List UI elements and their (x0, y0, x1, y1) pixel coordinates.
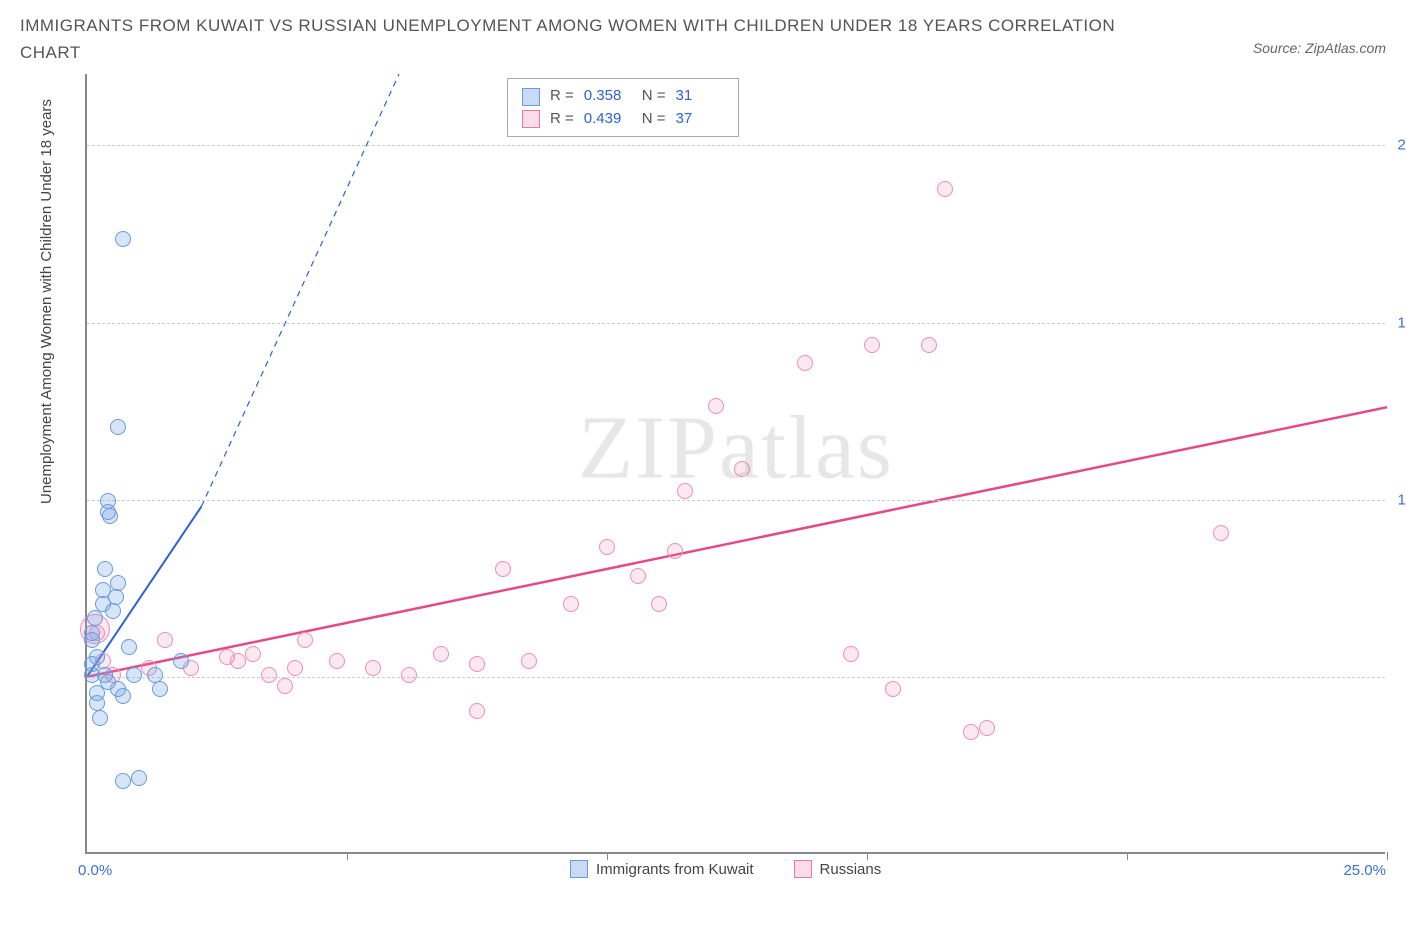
series-legend: Immigrants from Kuwait Russians (570, 860, 881, 878)
r-value: 0.358 (584, 85, 632, 108)
n-value: 31 (676, 85, 724, 108)
swatch-blue-icon (522, 88, 540, 106)
stats-row-pink: R = 0.439 N = 37 (522, 108, 724, 131)
data-point (1213, 525, 1229, 541)
gridline (87, 500, 1385, 501)
data-point (230, 653, 246, 669)
data-point (563, 596, 579, 612)
data-point (105, 603, 121, 619)
swatch-pink-icon (522, 110, 540, 128)
data-point (963, 724, 979, 740)
x-tick (1387, 852, 1388, 860)
stats-row-blue: R = 0.358 N = 31 (522, 85, 724, 108)
data-point (245, 646, 261, 662)
data-point (115, 773, 131, 789)
data-point (667, 543, 683, 559)
data-point (521, 653, 537, 669)
data-point (297, 632, 313, 648)
data-point (126, 667, 142, 683)
y-tick-label: 20.0% (1397, 137, 1406, 154)
data-point (495, 561, 511, 577)
legend-item-pink: Russians (794, 860, 882, 878)
data-point (108, 589, 124, 605)
legend-label: Immigrants from Kuwait (596, 861, 754, 878)
r-label: R = (550, 108, 574, 131)
data-point (87, 610, 103, 626)
data-point (469, 656, 485, 672)
data-point (173, 653, 189, 669)
data-point (121, 639, 137, 655)
data-point (277, 678, 293, 694)
gridline (87, 323, 1385, 324)
data-point (864, 337, 880, 353)
y-axis-label: Unemployment Among Women with Children U… (38, 99, 55, 504)
data-point (708, 398, 724, 414)
data-point (433, 646, 449, 662)
data-point (92, 710, 108, 726)
chart-title: IMMIGRANTS FROM KUWAIT VS RUSSIAN UNEMPL… (20, 12, 1120, 66)
data-point (651, 596, 667, 612)
y-tick-label: 15.0% (1397, 314, 1406, 331)
data-point (843, 646, 859, 662)
data-point (287, 660, 303, 676)
data-point (365, 660, 381, 676)
data-point (677, 483, 693, 499)
data-point (97, 561, 113, 577)
x-tick (347, 852, 348, 860)
swatch-pink-icon (794, 860, 812, 878)
data-point (937, 181, 953, 197)
data-point (110, 419, 126, 435)
n-label: N = (642, 108, 666, 131)
data-point (115, 231, 131, 247)
data-point (84, 625, 100, 641)
data-point (469, 703, 485, 719)
legend-label: Russians (820, 861, 882, 878)
data-point (630, 568, 646, 584)
data-point (401, 667, 417, 683)
n-value: 37 (676, 108, 724, 131)
r-label: R = (550, 85, 574, 108)
data-point (329, 653, 345, 669)
gridline (87, 145, 1385, 146)
x-tick (867, 852, 868, 860)
x-tick (1127, 852, 1128, 860)
stats-legend: R = 0.358 N = 31 R = 0.439 N = 37 (507, 78, 739, 137)
swatch-blue-icon (570, 860, 588, 878)
n-label: N = (642, 85, 666, 108)
data-point (102, 508, 118, 524)
data-point (89, 649, 105, 665)
data-point (921, 337, 937, 353)
data-point (131, 770, 147, 786)
data-point (157, 632, 173, 648)
data-point (599, 539, 615, 555)
x-axis-min-label: 0.0% (78, 862, 112, 879)
data-point (734, 461, 750, 477)
data-point (110, 575, 126, 591)
watermark: ZIPatlas (578, 396, 894, 499)
legend-item-blue: Immigrants from Kuwait (570, 860, 754, 878)
source-label: Source: ZipAtlas.com (1253, 40, 1386, 56)
r-value: 0.439 (584, 108, 632, 131)
y-tick-label: 10.0% (1397, 491, 1406, 508)
x-axis-max-label: 25.0% (1343, 862, 1386, 879)
data-point (885, 681, 901, 697)
x-tick (607, 852, 608, 860)
data-point (979, 720, 995, 736)
data-point (261, 667, 277, 683)
data-point (115, 688, 131, 704)
plot-region: ZIPatlas R = 0.358 N = 31 R = 0.439 N = … (85, 74, 1385, 854)
data-point (152, 681, 168, 697)
data-point (797, 355, 813, 371)
